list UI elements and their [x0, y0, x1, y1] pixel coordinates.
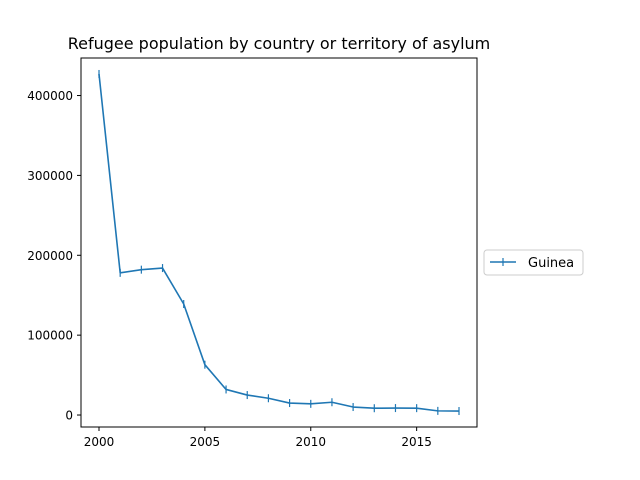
chart-title: Refugee population by country or territo…: [68, 34, 491, 53]
x-tick-label-2000: 2000: [84, 435, 115, 449]
x-tick-label-2015: 2015: [401, 435, 432, 449]
legend-box: [483, 249, 584, 276]
x-tick-label-2010: 2010: [295, 435, 326, 449]
x-tick-label-2005: 2005: [190, 435, 221, 449]
y-tick-label-100000: 100000: [27, 329, 73, 343]
legend: Guinea: [483, 249, 584, 276]
y-tick-label-400000: 400000: [27, 89, 73, 103]
y-tick-label-200000: 200000: [27, 249, 73, 263]
axes-frame: [80, 57, 478, 428]
y-tick-label-0: 0: [65, 409, 73, 423]
y-tick-label-300000: 300000: [27, 169, 73, 183]
plot-area: 2000 2005 2010 2015 0 100000 200000 300000 40000…: [27, 57, 478, 449]
series-line-guinea: [98, 73, 460, 412]
legend-label-guinea: Guinea: [528, 256, 574, 271]
